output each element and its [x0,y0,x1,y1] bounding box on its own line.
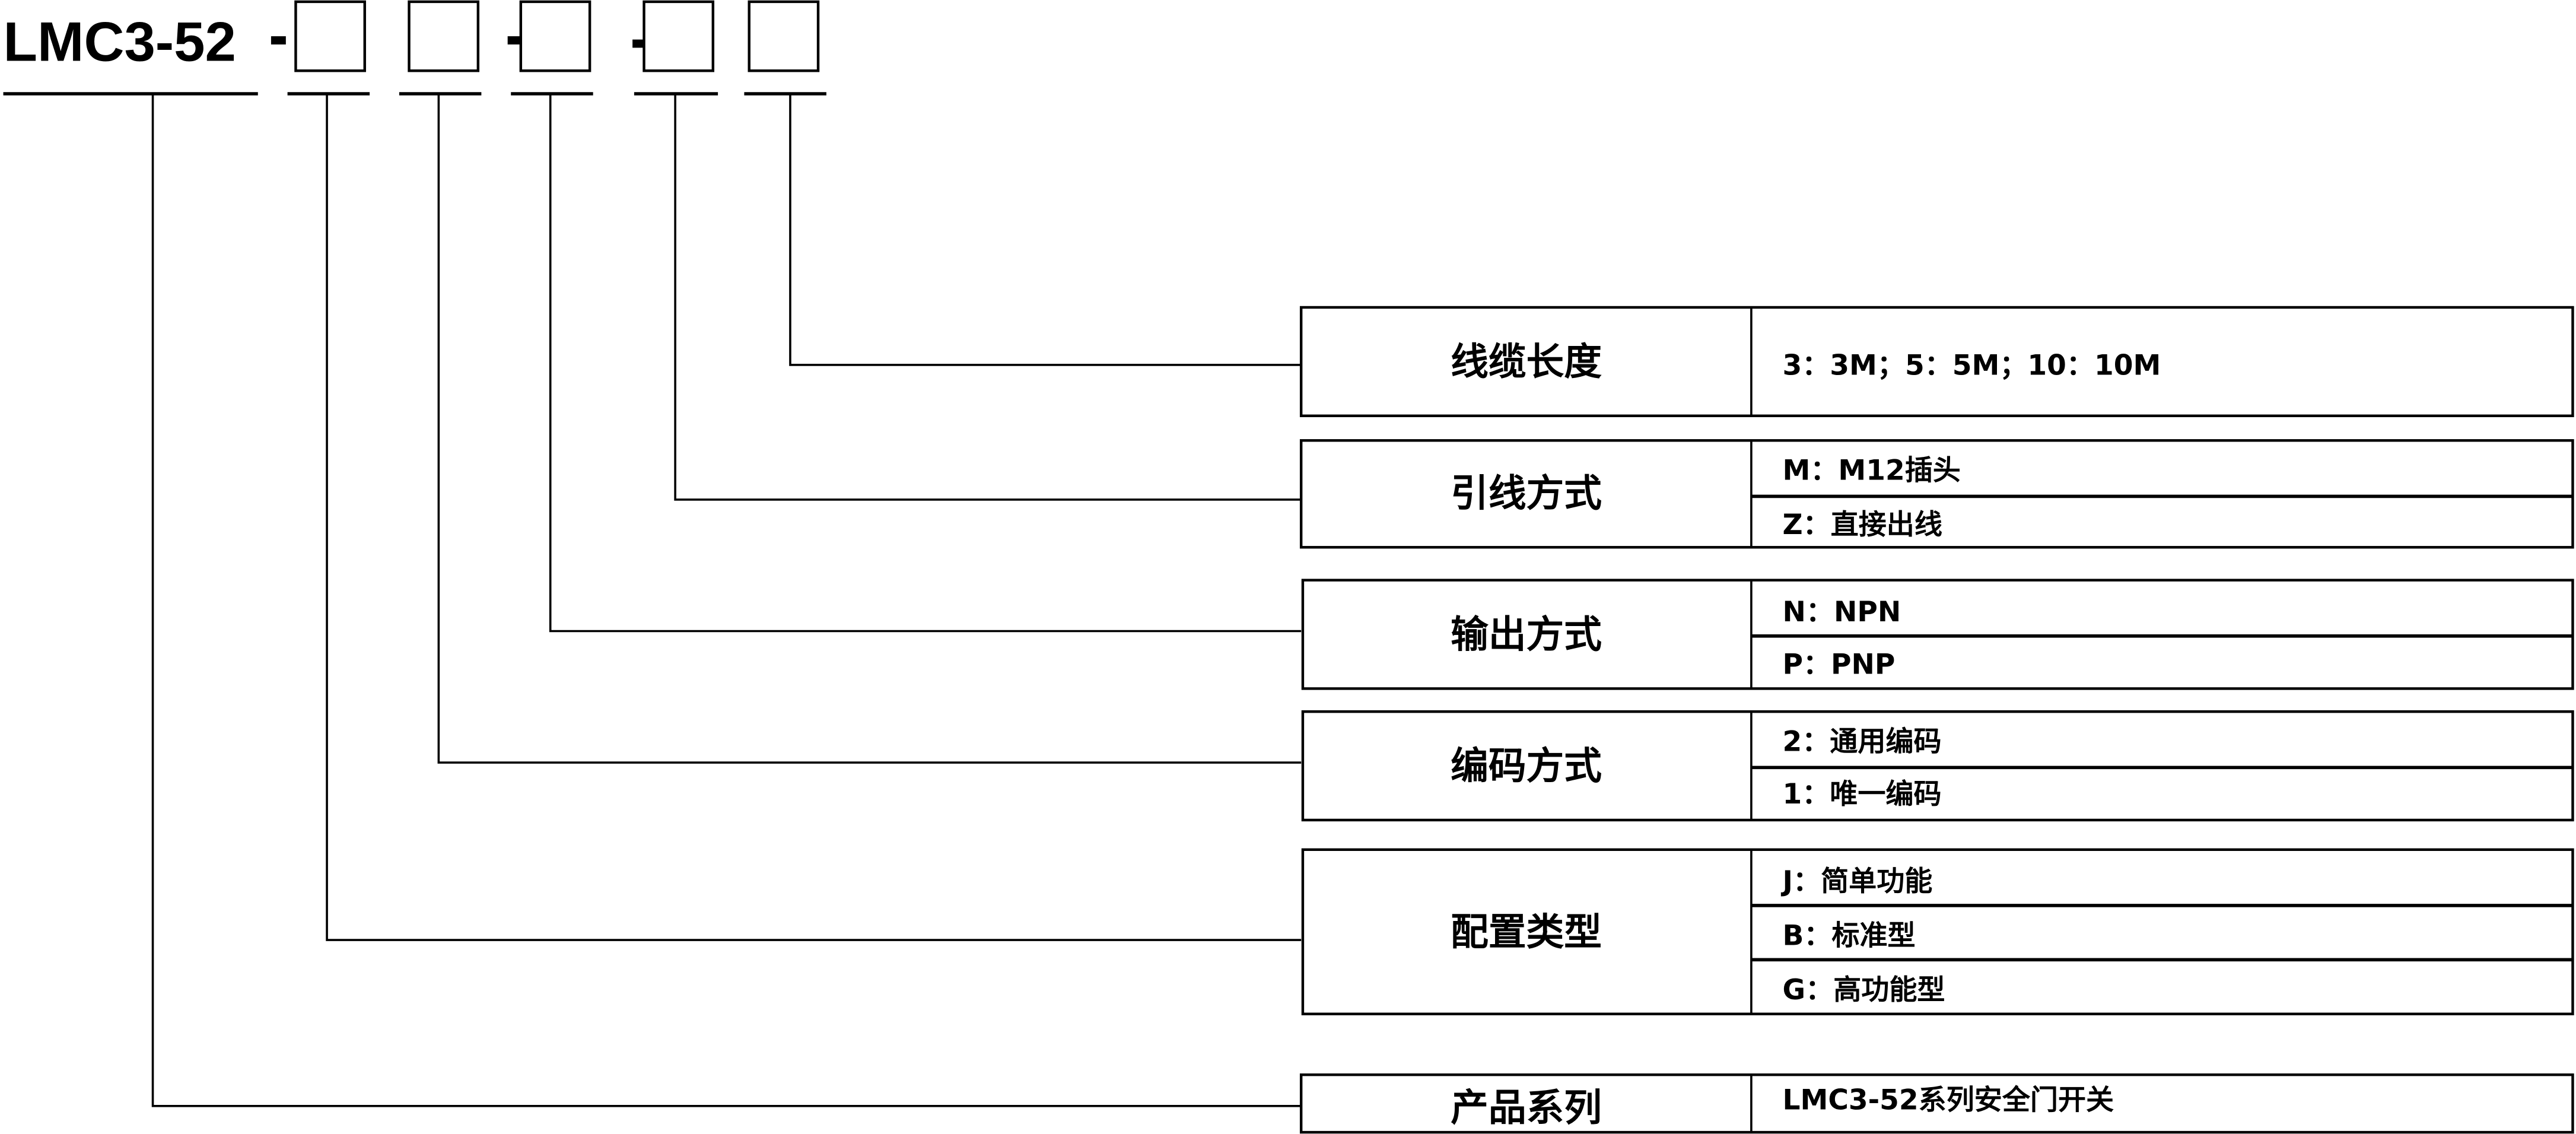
code-slot-encoding [408,0,480,72]
row-label: 编码方式 [1451,745,1602,789]
option: G：高功能型 [1783,974,1945,1006]
row-label: 引线方式 [1451,472,1602,516]
table-product-series: 产品系列 LMC3-52系列安全门开关 [1299,1073,2574,1134]
row-label: 线缆长度 [1451,341,1602,385]
option: N：NPN [1783,596,1901,628]
dash-2 [507,36,521,45]
option: LMC3-52系列安全门开关 [1783,1084,2114,1116]
row-label: 输出方式 [1451,613,1602,657]
table-config-type: 配置类型 J：简单功能 B：标准型 G：高功能型 [1301,848,2574,1015]
option: M：M12插头 [1783,455,1961,487]
option: 2：通用编码 [1783,726,1942,758]
code-slot-config [294,0,366,72]
code-slot-output [519,0,591,72]
code-slot-lead [643,0,715,72]
table-encoding-type: 编码方式 2：通用编码 1：唯一编码 [1301,710,2574,822]
dash-1 [271,36,286,45]
leader-lines [151,93,1302,1107]
table-cable-length: 线缆长度 3：3M；5：5M；10：10M [1299,306,2574,417]
table-lead-type: 引线方式 M：M12插头 Z：直接出线 [1299,439,2574,549]
option: P：PNP [1783,648,1896,681]
option: B：标准型 [1783,919,1916,952]
option: 1：唯一编码 [1783,778,1942,811]
model-prefix: LMC3-52 [4,11,236,73]
code-slot-cable [748,0,820,72]
option: J：简单功能 [1781,865,1933,898]
row-label: 产品系列 [1451,1087,1602,1130]
option: Z：直接出线 [1783,509,1942,541]
table-output-type: 输出方式 N：NPN P：PNP [1301,579,2574,690]
option: 3：3M；5：5M；10：10M [1783,350,2161,382]
row-label: 配置类型 [1451,910,1602,954]
